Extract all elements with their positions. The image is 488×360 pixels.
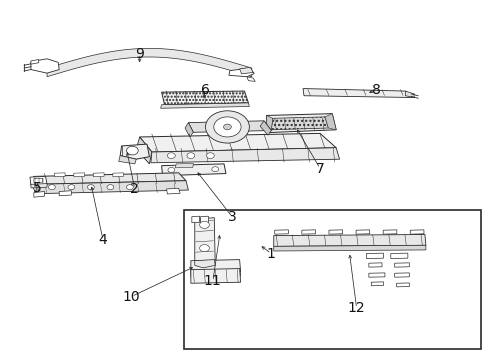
- Polygon shape: [368, 263, 381, 267]
- Polygon shape: [31, 184, 47, 188]
- Polygon shape: [383, 230, 396, 234]
- Circle shape: [126, 146, 138, 155]
- Text: 2: 2: [130, 182, 139, 196]
- Polygon shape: [200, 216, 208, 223]
- Circle shape: [68, 185, 75, 190]
- Circle shape: [213, 117, 241, 137]
- Polygon shape: [93, 173, 104, 177]
- Text: 5: 5: [33, 181, 41, 195]
- Polygon shape: [260, 121, 271, 135]
- Circle shape: [206, 153, 214, 158]
- Polygon shape: [190, 260, 240, 273]
- Polygon shape: [266, 116, 272, 133]
- Text: 11: 11: [203, 274, 221, 288]
- Text: 1: 1: [266, 247, 275, 261]
- Circle shape: [126, 185, 133, 190]
- Circle shape: [205, 111, 249, 143]
- Polygon shape: [239, 67, 253, 74]
- Polygon shape: [166, 188, 180, 194]
- Polygon shape: [303, 89, 413, 98]
- Polygon shape: [30, 176, 47, 185]
- Polygon shape: [136, 137, 152, 164]
- Polygon shape: [151, 148, 339, 163]
- Polygon shape: [34, 173, 185, 184]
- Polygon shape: [271, 117, 328, 130]
- Polygon shape: [54, 173, 65, 177]
- Polygon shape: [113, 173, 123, 177]
- Text: 7: 7: [315, 162, 324, 176]
- Polygon shape: [188, 121, 271, 132]
- Polygon shape: [31, 59, 39, 64]
- Circle shape: [223, 124, 231, 130]
- Polygon shape: [368, 273, 384, 277]
- Polygon shape: [394, 263, 408, 267]
- Polygon shape: [74, 173, 84, 177]
- Polygon shape: [370, 282, 383, 286]
- Polygon shape: [273, 234, 425, 246]
- Polygon shape: [184, 123, 193, 137]
- Polygon shape: [161, 91, 248, 105]
- Circle shape: [211, 167, 218, 172]
- Text: 3: 3: [227, 210, 236, 224]
- Polygon shape: [160, 103, 249, 108]
- Polygon shape: [119, 156, 136, 164]
- Polygon shape: [405, 91, 413, 98]
- Polygon shape: [190, 271, 240, 277]
- Text: 12: 12: [347, 301, 365, 315]
- Polygon shape: [325, 114, 335, 130]
- Circle shape: [48, 185, 55, 190]
- Text: 4: 4: [99, 233, 107, 247]
- Text: 10: 10: [122, 289, 140, 303]
- Circle shape: [107, 185, 114, 190]
- Polygon shape: [228, 68, 254, 77]
- Polygon shape: [273, 245, 425, 251]
- Bar: [183, 211, 480, 348]
- Polygon shape: [191, 216, 199, 223]
- Polygon shape: [274, 230, 288, 234]
- Polygon shape: [31, 59, 59, 73]
- Circle shape: [167, 153, 175, 158]
- Polygon shape: [390, 253, 407, 258]
- Polygon shape: [120, 144, 149, 159]
- Polygon shape: [194, 218, 215, 268]
- Polygon shape: [366, 253, 383, 258]
- Polygon shape: [394, 273, 408, 277]
- Polygon shape: [266, 114, 335, 133]
- Text: 6: 6: [201, 83, 209, 96]
- Text: 9: 9: [135, 47, 144, 61]
- Polygon shape: [175, 163, 193, 168]
- Polygon shape: [47, 48, 251, 77]
- Polygon shape: [301, 230, 315, 234]
- Polygon shape: [328, 230, 342, 234]
- Polygon shape: [246, 77, 255, 81]
- Circle shape: [199, 221, 209, 228]
- Text: 8: 8: [371, 83, 380, 96]
- Polygon shape: [37, 181, 188, 194]
- Circle shape: [87, 185, 94, 190]
- Polygon shape: [161, 164, 225, 176]
- Polygon shape: [31, 176, 37, 193]
- Polygon shape: [396, 283, 408, 287]
- Circle shape: [186, 153, 194, 158]
- Circle shape: [167, 167, 174, 172]
- Polygon shape: [140, 134, 335, 152]
- Polygon shape: [194, 260, 215, 268]
- Polygon shape: [355, 230, 369, 234]
- Circle shape: [199, 244, 209, 252]
- Polygon shape: [409, 230, 423, 234]
- Polygon shape: [190, 269, 240, 283]
- Polygon shape: [59, 191, 71, 196]
- Polygon shape: [34, 192, 44, 197]
- Polygon shape: [34, 178, 42, 183]
